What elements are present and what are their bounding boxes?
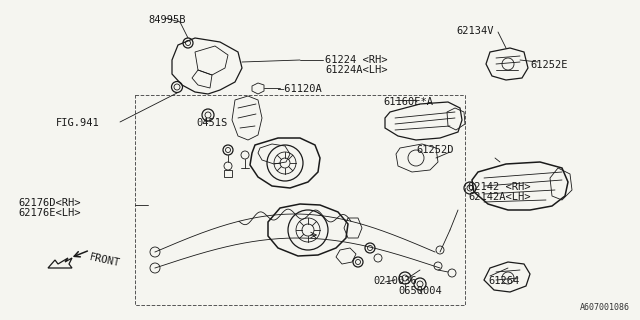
Text: 61160E*A: 61160E*A [383, 97, 433, 107]
Text: –61120A: –61120A [278, 84, 322, 94]
Text: 62176D<RH>: 62176D<RH> [18, 198, 81, 208]
Text: 61224 <RH>: 61224 <RH> [325, 55, 387, 65]
Text: FIG.941: FIG.941 [56, 118, 100, 128]
Text: 0650004: 0650004 [398, 286, 442, 296]
Text: 62142 <RH>: 62142 <RH> [468, 182, 531, 192]
Text: 84995B: 84995B [148, 15, 186, 25]
Bar [135, 95, 465, 305]
Text: 62142A<LH>: 62142A<LH> [468, 192, 531, 202]
Text: 61264: 61264 [488, 276, 519, 286]
Text: 0451S: 0451S [196, 118, 227, 128]
Text: FRONT: FRONT [88, 252, 121, 268]
Text: 62134V: 62134V [456, 26, 493, 36]
Text: 62176E<LH>: 62176E<LH> [18, 208, 81, 218]
Text: 61252E: 61252E [530, 60, 568, 70]
Text: A607001086: A607001086 [580, 303, 630, 312]
Text: 61252D: 61252D [416, 145, 454, 155]
Text: 61224A<LH>: 61224A<LH> [325, 65, 387, 75]
Text: 0210036: 0210036 [373, 276, 417, 286]
